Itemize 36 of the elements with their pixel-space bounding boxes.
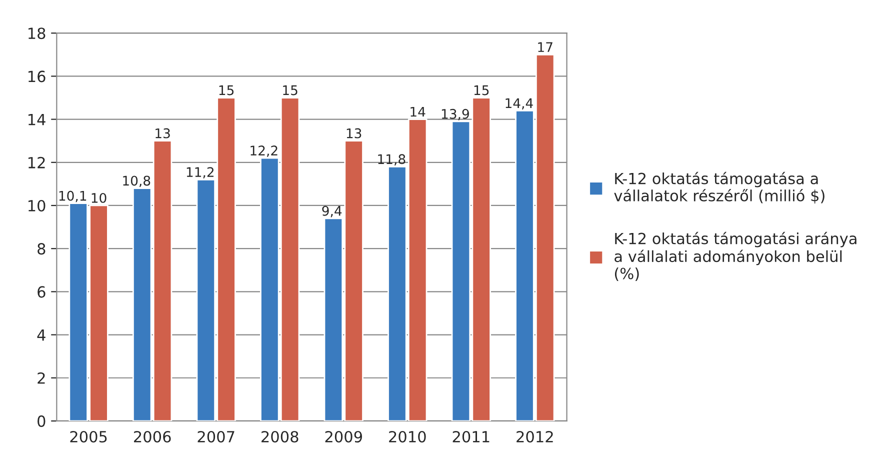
y-tick-label: 12 [28, 156, 45, 168]
data-label: 15 [219, 85, 234, 96]
y-tick-label: 6 [38, 286, 46, 298]
y-tick-label: 18 [28, 28, 46, 40]
data-label: 13 [156, 128, 170, 138]
legend-label: K-12 oktatás támogatási aránya a vállalati adományokon belül (%) [614, 232, 856, 282]
x-tick-label: 2011 [452, 430, 490, 443]
x-tick-label: 2009 [325, 430, 362, 443]
data-label: 12,2 [250, 146, 278, 157]
x-tick-label: 2005 [70, 430, 107, 443]
x-tick-label: 2007 [198, 430, 234, 443]
y-tick-label: 2 [38, 372, 45, 384]
x-tick-label: 2010 [389, 430, 426, 443]
data-label: 9,4 [322, 206, 342, 218]
y-tick-label: 14 [28, 114, 46, 126]
data-label: 15 [283, 85, 298, 96]
data-label: 10,1 [59, 190, 86, 202]
data-label: 15 [474, 85, 489, 96]
data-label: 17 [538, 42, 552, 52]
y-tick-label: 4 [37, 329, 46, 341]
y-tick-label: 0 [38, 415, 46, 427]
y-tick-label: 8 [38, 243, 46, 255]
data-label: 14,4 [506, 98, 533, 110]
data-label: 10 [92, 192, 106, 203]
data-label: 11,2 [186, 167, 214, 178]
x-tick-label: 2006 [134, 430, 171, 443]
x-tick-label: 2008 [262, 430, 298, 443]
y-tick-label: 16 [28, 70, 46, 82]
data-label: 13 [346, 128, 362, 138]
data-label: 10,8 [123, 176, 150, 188]
data-label: 11,8 [378, 154, 406, 166]
y-tick-label: 10 [28, 200, 46, 212]
legend-label: K-12 oktatás támogatása a vállalatok részéről (millió $) [614, 172, 824, 204]
data-label: 14 [410, 106, 426, 117]
data-label: 13,9 [442, 108, 469, 120]
x-tick-label: 2012 [516, 430, 553, 443]
